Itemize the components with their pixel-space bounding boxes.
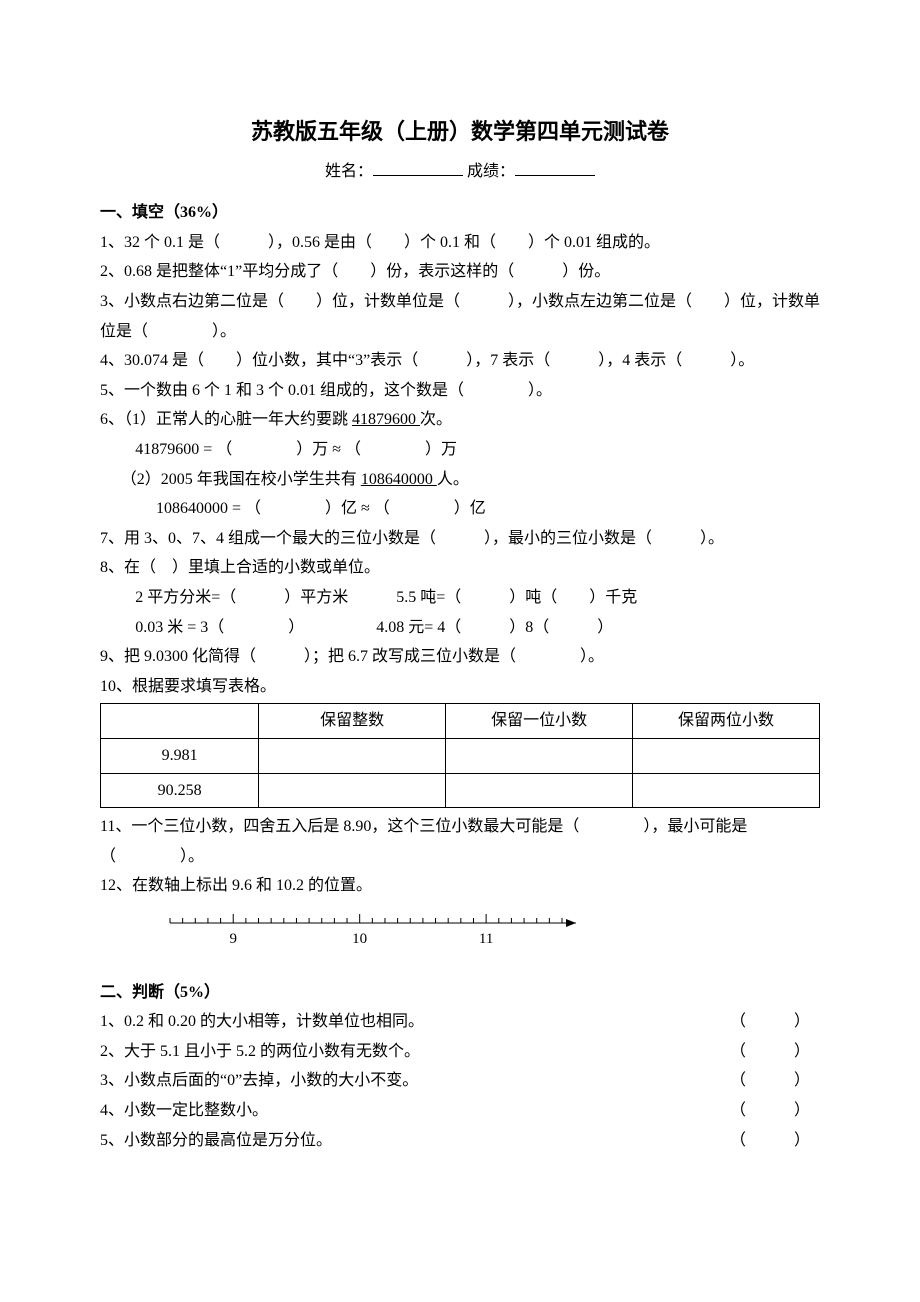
q6-1-eq: 41879600 = （ ）万 ≈ （ ）万 (100, 435, 820, 465)
judge-item-4: 4、小数一定比整数小。 （ ） (100, 1096, 820, 1126)
row2-c1 (259, 773, 446, 808)
row1-c3 (633, 738, 820, 773)
judge-item-2: 2、大于 5.1 且小于 5.2 的两位小数有无数个。 （ ） (100, 1037, 820, 1067)
judge-text: 1、0.2 和 0.20 的大小相等，计数单位也相同。 (100, 1007, 424, 1037)
score-blank (515, 175, 595, 176)
judge-text: 3、小数点后面的“0”去掉，小数的大小不变。 (100, 1066, 418, 1096)
row2-c3 (633, 773, 820, 808)
judge-text: 5、小数部分的最高位是万分位。 (100, 1126, 332, 1156)
spacer (420, 1037, 730, 1067)
row2-c2 (446, 773, 633, 808)
q6-1: 6、（1）正常人的心脏一年大约要跳 41879600 次。 (100, 405, 820, 435)
th-2dp: 保留两位小数 (633, 704, 820, 739)
judge-paren: （ ） (730, 1066, 820, 1096)
q2: 2、0.68 是把整体“1”平均分成了（ ）份，表示这样的（ ）份。 (100, 257, 820, 287)
row1-label: 9.981 (101, 738, 259, 773)
svg-text:11: 11 (479, 931, 493, 947)
row2-label: 90.258 (101, 773, 259, 808)
judge-paren: （ ） (730, 1096, 820, 1126)
th-int: 保留整数 (259, 704, 446, 739)
th-blank (101, 704, 259, 739)
judge-paren: （ ） (730, 1007, 820, 1037)
judge-paren: （ ） (730, 1037, 820, 1067)
name-label: 姓名： (325, 163, 373, 180)
row1-c2 (446, 738, 633, 773)
q9: 9、把 9.0300 化简得（ ）；把 6.7 改写成三位小数是（ ）。 (100, 642, 820, 672)
th-1dp: 保留一位小数 (446, 704, 633, 739)
q4: 4、30.074 是（ ）位小数，其中“3”表示（ ），7 表示（ ），4 表示… (100, 346, 820, 376)
judge-paren: （ ） (730, 1126, 820, 1156)
judge-text: 4、小数一定比整数小。 (100, 1096, 268, 1126)
q8-l1: 2 平方分米=（ ）平方米 5.5 吨=（ ）吨（ ）千克 (100, 583, 820, 613)
q8-head: 8、在（ ）里填上合适的小数或单位。 (100, 553, 820, 583)
name-blank (373, 175, 463, 176)
q6-2-eq: 108640000 = （ ）亿 ≈ （ ）亿 (100, 494, 820, 524)
score-label: 成绩： (467, 163, 515, 180)
q10-table: 保留整数 保留一位小数 保留两位小数 9.981 90.258 (100, 703, 820, 808)
q6-2: （2）2005 年我国在校小学生共有 108640000 人。 (100, 465, 820, 495)
q6-1-tail: 次。 (420, 411, 452, 428)
page-title: 苏教版五年级（上册）数学第四单元测试卷 (100, 112, 820, 153)
spacer (332, 1126, 730, 1156)
svg-text:10: 10 (352, 931, 367, 947)
number-line-wrap: 9 10 11 (100, 901, 820, 972)
q5: 5、一个数由 6 个 1 和 3 个 0.01 组成的，这个数是（ ）。 (100, 376, 820, 406)
spacer (268, 1096, 730, 1126)
number-line: 9 10 11 (160, 909, 580, 955)
name-score-row: 姓名： 成绩： (100, 157, 820, 187)
q6-2-num: 108640000 (361, 471, 437, 488)
q6-2-head: （2）2005 年我国在校小学生共有 (121, 471, 361, 488)
q3: 3、小数点右边第二位是（ ）位，计数单位是（ ），小数点左边第二位是（ ）位，计… (100, 287, 820, 346)
judge-item-1: 1、0.2 和 0.20 的大小相等，计数单位也相同。 （ ） (100, 1007, 820, 1037)
q8-l2: 0.03 米 = 3（ ） 4.08 元= 4（ ）8（ ） (100, 613, 820, 643)
judge-text: 2、大于 5.1 且小于 5.2 的两位小数有无数个。 (100, 1037, 420, 1067)
q11: 11、一个三位小数，四舍五入后是 8.90，这个三位小数最大可能是（ ），最小可… (100, 812, 820, 871)
spacer (418, 1066, 730, 1096)
q6-2-tail: 人。 (437, 471, 469, 488)
row1-c1 (259, 738, 446, 773)
spacer (424, 1007, 730, 1037)
q12: 12、在数轴上标出 9.6 和 10.2 的位置。 (100, 871, 820, 901)
judge-item-3: 3、小数点后面的“0”去掉，小数的大小不变。 （ ） (100, 1066, 820, 1096)
q1: 1、32 个 0.1 是（ ），0.56 是由（ ）个 0.1 和（ ）个 0.… (100, 228, 820, 258)
judge-list: 1、0.2 和 0.20 的大小相等，计数单位也相同。（ ）2、大于 5.1 且… (100, 1007, 820, 1155)
q6-1-num: 41879600 (352, 411, 420, 428)
q7: 7、用 3、0、7、4 组成一个最大的三位小数是（ ），最小的三位小数是（ ）。 (100, 524, 820, 554)
judge-item-5: 5、小数部分的最高位是万分位。 （ ） (100, 1126, 820, 1156)
q10-head: 10、根据要求填写表格。 (100, 672, 820, 702)
section2-header: 二、判断（5%） (100, 978, 820, 1008)
q6-1-head: 6、（1）正常人的心脏一年大约要跳 (100, 411, 352, 428)
section1-header: 一、填空（36%） (100, 198, 820, 228)
svg-text:9: 9 (229, 931, 237, 947)
